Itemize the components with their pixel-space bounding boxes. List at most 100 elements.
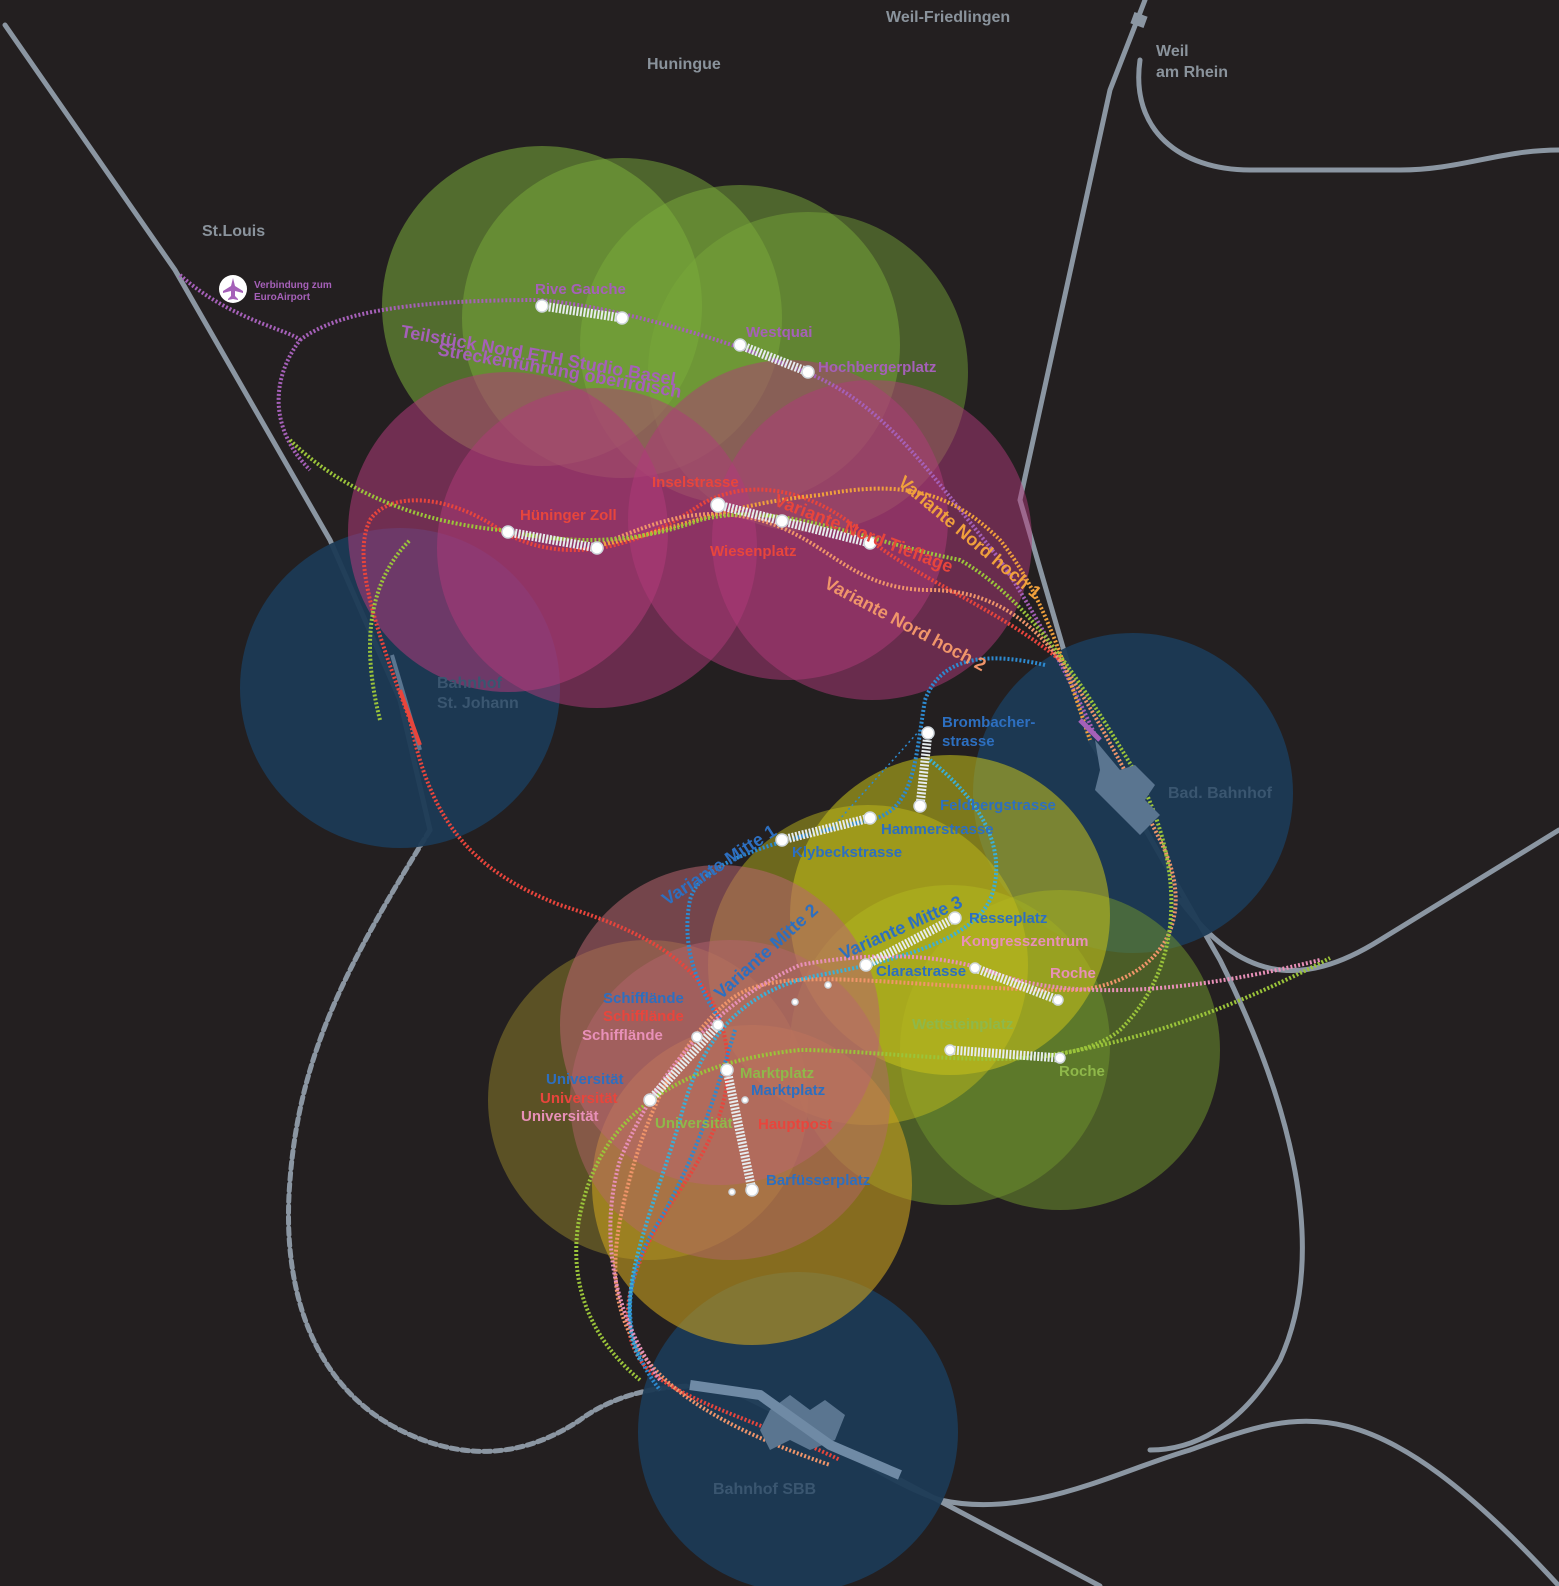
town-labels: Weil-Friedlingen Huningue Weil am Rhein … bbox=[202, 9, 1228, 240]
route-salmon-south bbox=[613, 658, 1178, 1467]
route-green-north bbox=[368, 538, 412, 721]
label-rive-gauche: Rive Gauche bbox=[535, 281, 626, 298]
station-st-johann-line1: Bahnhof bbox=[437, 675, 503, 692]
label-kongresszentrum: Kongresszentrum bbox=[961, 933, 1089, 950]
airplane-glyph bbox=[223, 278, 243, 300]
stop-roche-green[interactable] bbox=[1054, 1052, 1066, 1064]
stop-klybeckstrasse[interactable] bbox=[775, 833, 789, 847]
segment-schifflaende bbox=[646, 1021, 722, 1104]
town-weil-friedlingen: Weil-Friedlingen bbox=[886, 9, 1010, 26]
weil-station-marker bbox=[1130, 11, 1148, 29]
label-klybeckstrasse: Klybeckstrasse bbox=[792, 844, 902, 861]
label-roche-green: Roche bbox=[1059, 1063, 1105, 1080]
stop-rive-gauche-2[interactable] bbox=[615, 311, 629, 325]
route-nord-hoch-1-orange bbox=[599, 486, 1092, 741]
stop-roche-pink[interactable] bbox=[1052, 994, 1064, 1006]
label-marktplatz-blue: Marktplatz bbox=[751, 1082, 825, 1099]
station-st-johann-line2: St. Johann bbox=[437, 695, 519, 712]
label-brombacher-1: Brombacher- bbox=[942, 714, 1035, 731]
stop-wiesenplatz-2[interactable] bbox=[863, 536, 877, 550]
segment-hammerstrasse bbox=[780, 813, 872, 845]
route-green-east bbox=[1049, 956, 1331, 1057]
label-inselstrasse: Inselstrasse bbox=[652, 474, 739, 491]
stop-barfuesserplatz[interactable] bbox=[745, 1183, 759, 1197]
label-wettsteinplatz: Wettsteinplatz bbox=[912, 1016, 1013, 1033]
stop-mitte-small-2[interactable] bbox=[791, 998, 799, 1006]
platform-segments bbox=[507, 301, 1061, 1191]
stops bbox=[501, 299, 1066, 1197]
st-johann-platform-red bbox=[398, 689, 422, 746]
segment-rive-gauche bbox=[541, 301, 623, 323]
route-nord-hoch-2-salmon bbox=[599, 512, 1062, 662]
label-marktplatz-green: Marktplatz bbox=[740, 1065, 814, 1082]
label-hauptpost: Hauptpost bbox=[758, 1116, 832, 1133]
station-buildings bbox=[390, 654, 1160, 1480]
label-universitaet-blue: Universität bbox=[546, 1071, 624, 1088]
stop-universitaet[interactable] bbox=[643, 1093, 657, 1107]
town-weil-am-rhein-2: am Rhein bbox=[1156, 64, 1228, 81]
stop-hammerstrasse[interactable] bbox=[863, 811, 877, 825]
label-hammerstrasse: Hammerstrasse bbox=[881, 821, 994, 838]
stop-schifflaende-2[interactable] bbox=[712, 1019, 724, 1031]
bad-bahnhof-platform bbox=[1078, 718, 1102, 742]
stop-kongresszentrum[interactable] bbox=[969, 962, 981, 974]
stop-wettsteinplatz[interactable] bbox=[944, 1044, 956, 1056]
bahnhof-sbb-platform bbox=[689, 1380, 902, 1480]
stop-inselstrasse[interactable] bbox=[710, 497, 726, 513]
route-mitte-blue-south bbox=[628, 1029, 737, 1392]
segment-westquai bbox=[738, 340, 810, 377]
label-resseplatz: Resseplatz bbox=[969, 910, 1047, 927]
airport-marker[interactable]: Verbindung zum EuroAirport bbox=[219, 275, 332, 303]
stop-hochbergerplatz[interactable] bbox=[801, 365, 815, 379]
town-weil-am-rhein-1: Weil bbox=[1156, 43, 1189, 60]
segment-brombacherstrasse bbox=[915, 732, 933, 807]
stop-marktplatz[interactable] bbox=[720, 1063, 734, 1077]
stop-labels: Rive Gauche Westquai Hochbergerplatz Ins… bbox=[520, 281, 1105, 1189]
stop-rive-gauche[interactable] bbox=[535, 299, 549, 313]
label-universitaet-red: Universität bbox=[540, 1090, 618, 1107]
stop-mitte-small-1[interactable] bbox=[824, 981, 832, 989]
stop-feldbergstrasse[interactable] bbox=[913, 799, 927, 813]
stop-westquai[interactable] bbox=[733, 338, 747, 352]
label-brombacher-2: strasse bbox=[942, 733, 995, 750]
label-barfuesserplatz: Barfüsserplatz bbox=[766, 1172, 870, 1189]
rail-line-weil bbox=[1017, 0, 1305, 1453]
stop-clarastrasse[interactable] bbox=[859, 958, 873, 972]
route-red-south bbox=[408, 719, 841, 1462]
label-schifflaende-blue: Schifflände bbox=[603, 990, 684, 1007]
label-wiesenplatz: Wiesenplatz bbox=[710, 543, 797, 560]
airport-label-line2: EuroAirport bbox=[254, 292, 311, 303]
stop-wiesenplatz[interactable] bbox=[775, 514, 789, 528]
segment-kongress bbox=[973, 963, 1060, 1005]
stop-resseplatz[interactable] bbox=[948, 911, 962, 925]
station-labels: Bahnhof St. Johann Bad. Bahnhof Bahnhof … bbox=[437, 675, 1273, 1498]
town-st-louis: St.Louis bbox=[202, 223, 265, 240]
town-huningue: Huningue bbox=[647, 56, 721, 73]
segment-wettsteinplatz bbox=[949, 1045, 1061, 1063]
route-mitte-1-blue bbox=[685, 656, 1046, 1022]
label-hueninger-zoll: Hüninger Zoll bbox=[520, 507, 617, 524]
label-clarastrasse: Clarastrasse bbox=[876, 963, 966, 980]
segment-wiesenplatz bbox=[780, 516, 872, 548]
bad-bahnhof-building bbox=[1095, 740, 1160, 835]
stop-hueninger-zoll[interactable] bbox=[501, 525, 515, 539]
stop-hueninger-zoll-2[interactable] bbox=[590, 541, 604, 555]
rail-line-st-johann-loop bbox=[286, 827, 733, 1454]
segment-inselstrasse bbox=[716, 500, 784, 526]
label-universitaet-pink: Universität bbox=[521, 1108, 599, 1125]
segment-hueninger-zoll bbox=[507, 527, 598, 553]
label-westquai: Westquai bbox=[746, 324, 812, 341]
route-mitte-3-blue bbox=[627, 758, 999, 1361]
stop-schifflaende[interactable] bbox=[691, 1031, 703, 1043]
airport-label-line1: Verbindung zum bbox=[254, 280, 332, 291]
stop-barfuesserplatz-2[interactable] bbox=[728, 1188, 736, 1196]
label-hochbergerplatz: Hochbergerplatz bbox=[818, 359, 936, 376]
stop-marktplatz-blue[interactable] bbox=[741, 1096, 749, 1104]
label-roche-pink: Roche bbox=[1050, 965, 1096, 982]
label-schifflaende-pink: Schifflände bbox=[582, 1027, 663, 1044]
stop-brombacherstrasse[interactable] bbox=[921, 726, 935, 740]
station-bahnhof-sbb: Bahnhof SBB bbox=[713, 1481, 816, 1498]
label-schifflaende-red: Schifflände bbox=[603, 1008, 684, 1025]
influence-zones bbox=[240, 146, 1293, 1586]
